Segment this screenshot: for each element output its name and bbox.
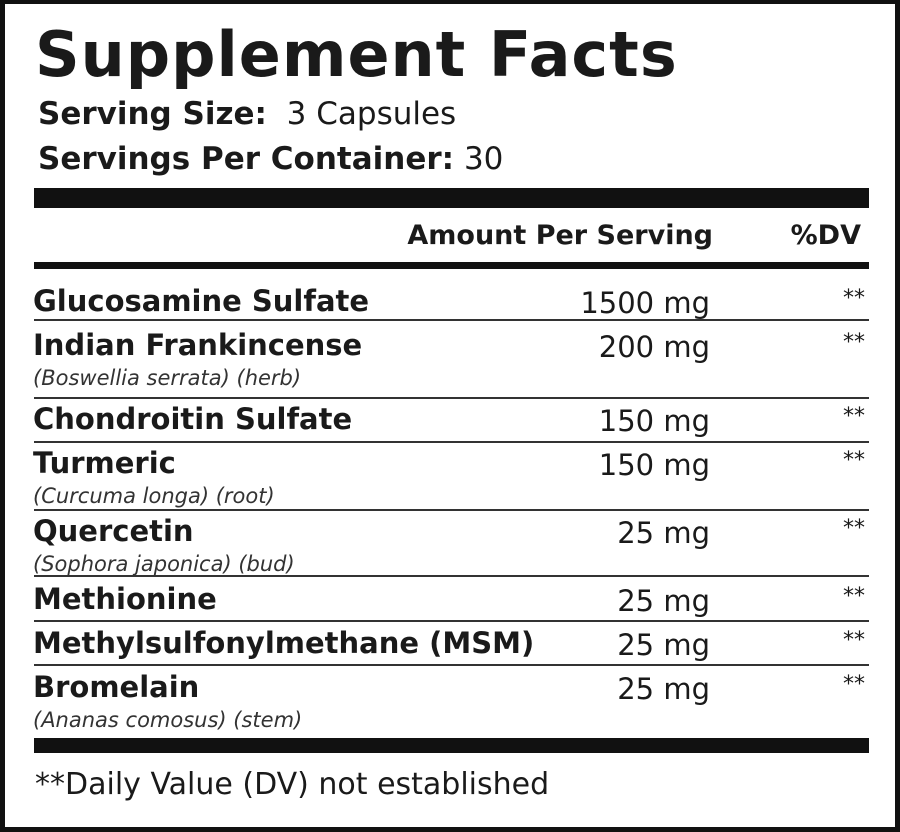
amount: 150 mg — [598, 404, 710, 438]
servings-per-container: Servings Per Container: 30 — [38, 141, 503, 177]
daily-value: ** — [843, 286, 865, 311]
amount: 1500 mg — [580, 286, 710, 320]
daily-value: ** — [843, 448, 865, 473]
ingredient-name: Methylsulfonylmethane (MSM) — [33, 626, 535, 660]
ingredient-source: (Curcuma longa) (root) — [33, 484, 275, 508]
serving-size: Serving Size: 3 Capsules — [38, 96, 456, 132]
row-divider — [34, 620, 869, 622]
ingredient-name: Turmeric — [33, 446, 176, 480]
ingredient-source: (Boswellia serrata) (herb) — [33, 366, 302, 390]
title: Supplement Facts — [35, 18, 678, 91]
row-divider — [34, 575, 869, 577]
footnote: **Daily Value (DV) not established — [35, 767, 550, 802]
serving-size-label: Serving Size: — [38, 96, 267, 132]
divider-bar — [34, 188, 869, 208]
amount: 25 mg — [617, 584, 710, 618]
row-divider — [34, 319, 869, 321]
amount: 25 mg — [617, 672, 710, 706]
daily-value: ** — [843, 404, 865, 429]
row-divider — [34, 509, 869, 511]
ingredient-name: Methionine — [33, 582, 217, 616]
divider-bar — [34, 738, 869, 753]
daily-value: ** — [843, 584, 865, 609]
servings-value: 30 — [463, 141, 504, 177]
ingredient-source: (Sophora japonica) (bud) — [33, 552, 295, 576]
ingredient-name: Quercetin — [33, 514, 194, 548]
ingredient-name: Chondroitin Sulfate — [33, 402, 353, 436]
ingredient-source: (Ananas comosus) (stem) — [33, 708, 303, 732]
ingredient-name: Indian Frankincense — [33, 328, 363, 362]
dv-header: %DV — [790, 220, 861, 251]
amount: 200 mg — [598, 330, 710, 364]
servings-label: Servings Per Container: — [38, 141, 455, 177]
daily-value: ** — [843, 330, 865, 355]
daily-value: ** — [843, 672, 865, 697]
amount: 25 mg — [617, 516, 710, 550]
daily-value: ** — [843, 516, 865, 541]
row-divider — [34, 664, 869, 666]
serving-size-value: 3 Capsules — [286, 96, 457, 132]
divider-bar — [34, 262, 869, 269]
row-divider — [34, 397, 869, 399]
amount-header: Amount Per Serving — [407, 220, 713, 251]
ingredient-name: Bromelain — [33, 670, 200, 704]
row-divider — [34, 441, 869, 443]
ingredient-name: Glucosamine Sulfate — [33, 284, 370, 318]
amount: 150 mg — [598, 448, 710, 482]
amount: 25 mg — [617, 628, 710, 662]
daily-value: ** — [843, 628, 865, 653]
